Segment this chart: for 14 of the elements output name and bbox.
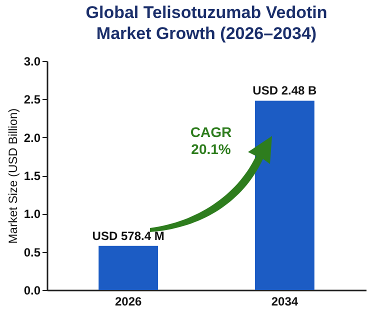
annotation: CAGR 20.1% (190, 124, 232, 157)
x-tick-label: 2026 (114, 294, 142, 308)
y-tick-label: 2.0 (24, 130, 41, 145)
data-label: USD 578.4 M (92, 228, 164, 243)
chart-title: Global Telisotuzumab Vedotin Market Growth (2026–2034) (86, 3, 328, 43)
y-tick-label: 0.5 (24, 245, 41, 260)
x-tick-label: 2034 (271, 294, 298, 308)
y-tick-label: 3.0 (24, 54, 41, 68)
y-tick-label: 1.0 (24, 207, 41, 222)
data-label: USD 2.48 B (252, 84, 318, 98)
y-tick-label: 2.5 (24, 92, 41, 107)
y-axis-title: Market Size (USD Billion) (6, 108, 20, 244)
y-tick-label: 1.5 (24, 169, 41, 183)
y-tick-label: 0.0 (24, 284, 41, 298)
